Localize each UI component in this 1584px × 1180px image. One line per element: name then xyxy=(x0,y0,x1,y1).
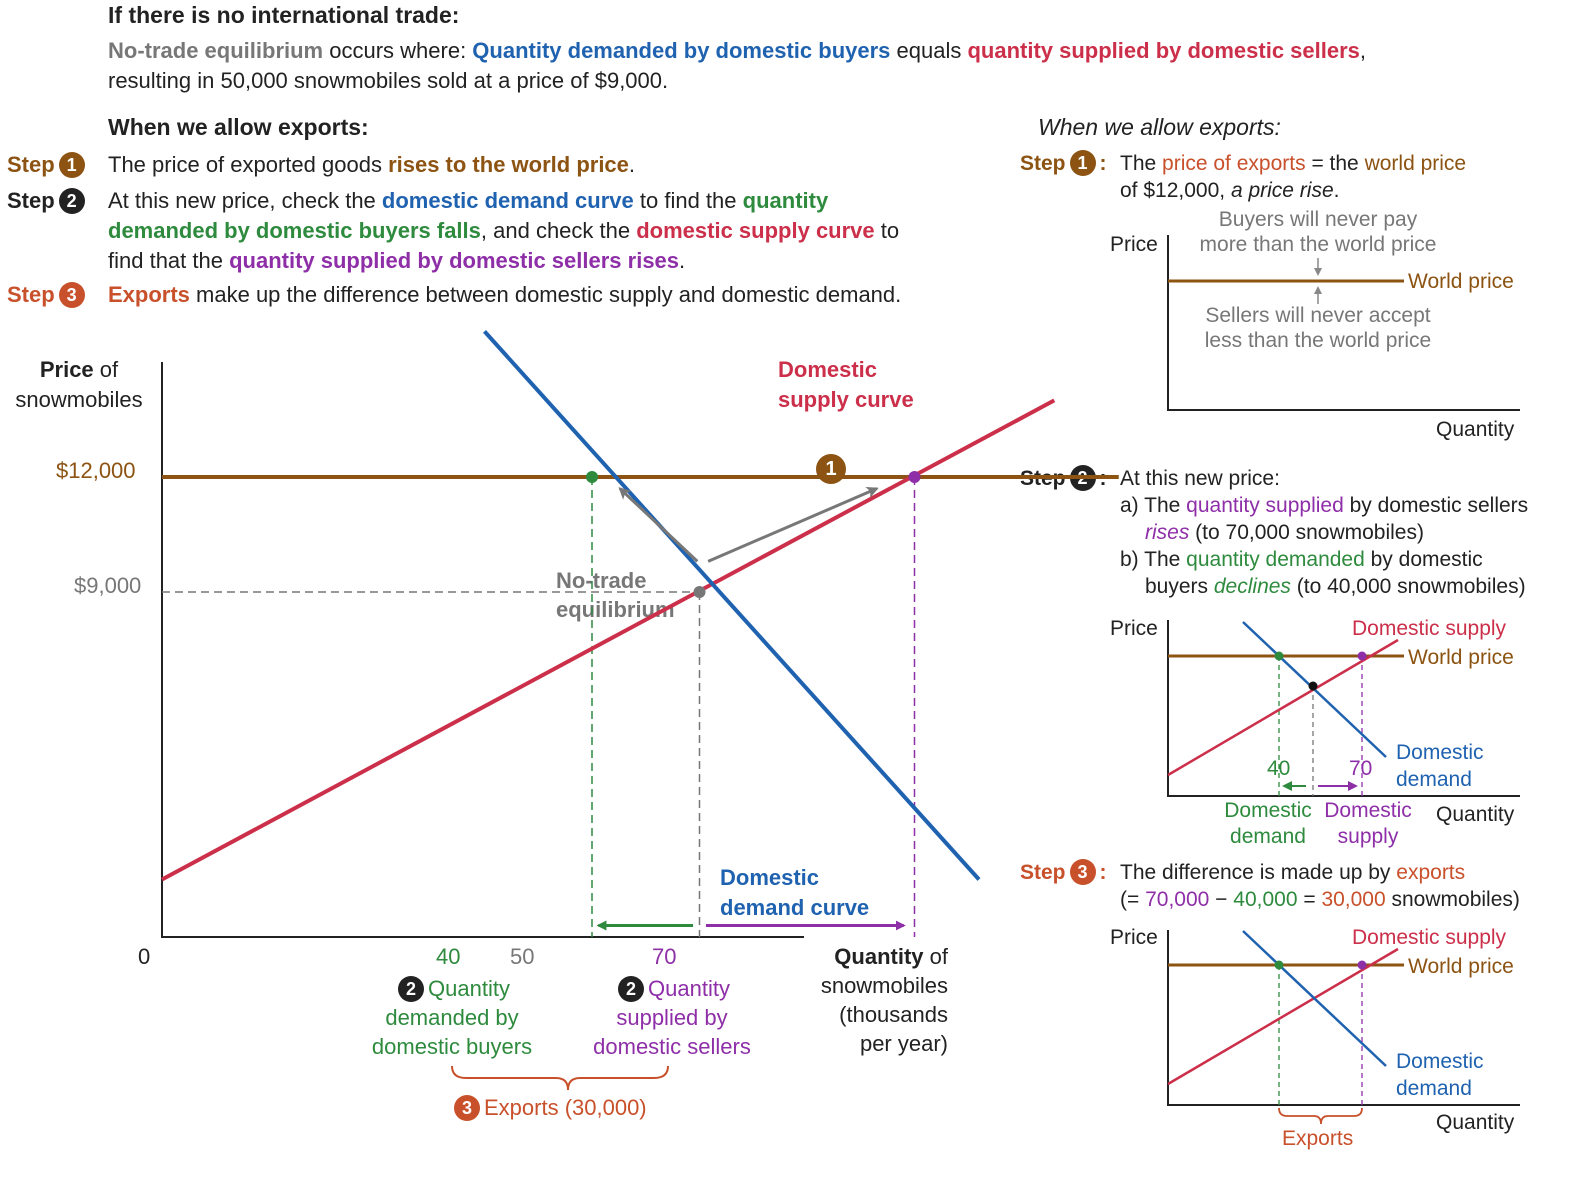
p3-supply-line xyxy=(1167,947,1399,1086)
exports-brace xyxy=(451,1065,669,1091)
main-chart xyxy=(161,330,1119,1091)
qs-label-line-1: 2 Quantity xyxy=(572,974,772,1005)
qs-point xyxy=(908,471,921,484)
r-step-1-label: Step 1: xyxy=(1020,149,1107,179)
panel-3-chart xyxy=(1167,930,1520,1125)
qs-label-line-2: supplied by xyxy=(616,1005,728,1030)
p2-ds-label-line-2: supply xyxy=(1337,825,1399,848)
main-y-label-line-2: snowmobiles xyxy=(15,387,143,412)
main-y-tick-9000: $9,000 xyxy=(74,573,142,598)
step-2-label: Step 2 xyxy=(7,186,89,217)
main-x-tick-40: 40 xyxy=(436,944,461,969)
r-step-3-label: Step 3: xyxy=(1020,858,1107,888)
no-trade-title: If there is no international trade: xyxy=(108,2,460,28)
main-supply-label-line-2: supply curve xyxy=(778,387,914,412)
panel-2-chart xyxy=(1167,620,1520,797)
sellers-note-line-1: Sellers will never accept xyxy=(1205,304,1431,327)
p1-y-label: Price xyxy=(1110,233,1158,256)
p3-demand-label-line-1: Domestic xyxy=(1396,1050,1484,1073)
main-x-label-line-3: (thousands xyxy=(839,1002,948,1027)
p2-supply-line xyxy=(1167,638,1399,777)
p3-y-label: Price xyxy=(1110,926,1158,949)
main-x-label-line-1: Quantity of xyxy=(834,944,948,969)
p2-demand-label-line-1: Domestic xyxy=(1396,741,1484,764)
p3-exports-label: Exports xyxy=(1282,1127,1354,1150)
main-origin-label: 0 xyxy=(138,944,151,969)
step-1-badge: 1 xyxy=(58,151,85,178)
main-x-label-line-4: per year) xyxy=(859,1031,948,1056)
r-step-2a-line-1: a) The quantity supplied by domestic sel… xyxy=(1120,494,1529,517)
no-trade-line-1: No-trade equilibrium occurs where: Quant… xyxy=(108,38,1367,63)
panel-1-chart xyxy=(1167,235,1520,411)
p1-world-price-label: World price xyxy=(1408,270,1514,293)
qd-label-line-2: demanded by xyxy=(385,1005,519,1030)
no-trade-eq-point xyxy=(693,586,706,599)
sellers-note-line-2: less than the world price xyxy=(1204,329,1432,352)
r-step-1-line-1: The price of exports = the world price xyxy=(1120,152,1467,175)
move-to-supply-arrow xyxy=(707,486,879,563)
p3-supply-label: Domestic supply xyxy=(1352,926,1507,949)
p3-world-price-label: World price xyxy=(1408,955,1514,978)
main-y-tick-12000: $12,000 xyxy=(56,458,136,483)
no-trade-eq-label-line-2: equilibrium xyxy=(556,597,675,622)
move-to-demand-arrow xyxy=(618,487,699,563)
p3-x-label: Quantity xyxy=(1436,1111,1515,1134)
r-step-1-line-2: of $12,000, a price rise. xyxy=(1120,179,1340,202)
r-step-2b-line-2: buyers declines (to 40,000 snowmobiles) xyxy=(1145,575,1526,598)
no-trade-line-2: resulting in 50,000 snowmobiles sold at … xyxy=(108,68,669,93)
exports-title: When we allow exports: xyxy=(108,114,369,140)
p3-qs-point xyxy=(1357,960,1367,970)
r-step-2b-line-1: b) The quantity demanded by domestic xyxy=(1120,548,1483,571)
r-step-3-line-1: The difference is made up by exports xyxy=(1120,861,1466,884)
r-step-2-intro: At this new price: xyxy=(1120,467,1280,490)
p2-y-label: Price xyxy=(1110,617,1158,640)
p2-dd-label-line-2: demand xyxy=(1230,825,1306,848)
step-2-text-line-2: demanded by domestic buyers falls, and c… xyxy=(108,218,900,243)
step-1-label: Step 1 xyxy=(7,150,89,181)
p2-supply-label: Domestic supply xyxy=(1352,617,1507,640)
step-3-text: Exports make up the difference between d… xyxy=(108,282,902,307)
main-x-tick-70: 70 xyxy=(652,944,677,969)
qd-point xyxy=(586,471,598,484)
exports-total-label: 3 Exports (30,000) xyxy=(450,1093,647,1124)
domestic-supply-curve xyxy=(161,398,1056,882)
p3-exports-brace xyxy=(1278,1107,1363,1125)
step-2-text-line-3: find that the quantity supplied by domes… xyxy=(108,248,686,273)
main-y-label-line-1: Price of xyxy=(39,357,119,382)
p2-dd-label-line-1: Domestic xyxy=(1224,799,1312,822)
buyers-note-line-2: more than the world price xyxy=(1199,233,1437,256)
p1-x-label: Quantity xyxy=(1436,418,1515,441)
main-x-tick-50: 50 xyxy=(510,944,535,969)
p2-qd-point xyxy=(1274,651,1284,661)
p3-demand-label-line-2: demand xyxy=(1396,1077,1472,1100)
step-3-label: Step 3 xyxy=(7,280,89,311)
p2-qs-point xyxy=(1357,651,1367,661)
domestic-demand-curve xyxy=(483,330,981,881)
step-1-text: The price of exported goods rises to the… xyxy=(108,152,636,177)
right-title: When we allow exports: xyxy=(1038,114,1281,140)
qd-label-line-3: domestic buyers xyxy=(371,1034,533,1059)
p2-eq-point xyxy=(1308,681,1318,691)
p3-demand-line xyxy=(1242,930,1387,1067)
step-2-badge: 2 xyxy=(58,187,85,214)
r-step-3-line-2: (= 70,000 − 40,000 = 30,000 snowmobiles) xyxy=(1120,888,1520,911)
p3-qd-point xyxy=(1274,960,1284,970)
buyers-note-line-1: Buyers will never pay xyxy=(1218,208,1418,231)
main-demand-label-line-2: demand curve xyxy=(720,895,870,920)
p2-x-label: Quantity xyxy=(1436,803,1515,826)
p2-world-price-label: World price xyxy=(1408,646,1514,669)
p2-demand-label-line-2: demand xyxy=(1396,768,1472,791)
main-demand-label-line-1: Domestic xyxy=(720,865,820,890)
qd-label-line-1: 2 Quantity xyxy=(352,974,552,1005)
r-step-2a-line-2: rises (to 70,000 snowmobiles) xyxy=(1145,521,1424,544)
step-2-text-line-1: At this new price, check the domestic de… xyxy=(108,188,829,213)
qs-label-line-3: domestic sellers xyxy=(593,1034,751,1059)
p2-tick-70: 70 xyxy=(1349,757,1373,780)
main-supply-label-line-1: Domestic xyxy=(778,357,878,382)
p2-ds-label-line-1: Domestic xyxy=(1324,799,1412,822)
main-x-label-line-2: snowmobiles xyxy=(820,973,948,998)
no-trade-eq-label-line-1: No-trade xyxy=(556,568,647,593)
step-3-badge: 3 xyxy=(58,281,85,308)
